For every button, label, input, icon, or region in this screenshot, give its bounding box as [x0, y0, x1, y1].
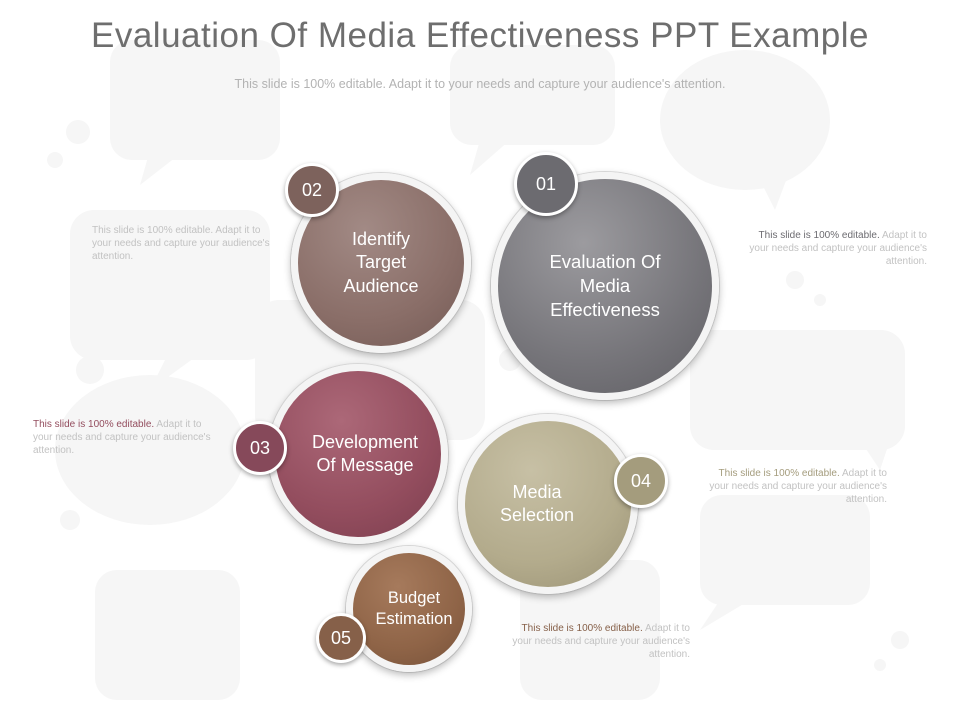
note-text: This slide is 100% editable. Adapt it to…: [742, 229, 927, 268]
note-highlight: This slide is 100% editable.: [521, 623, 643, 634]
note-body: Adapt it to your needs and capture your …: [749, 230, 927, 267]
step-number: 02: [301, 179, 323, 200]
step-number-badge: 01: [514, 152, 578, 216]
note-body: Adapt it to your needs and capture your …: [33, 419, 211, 456]
step-label: Identify Target Audience: [343, 228, 419, 296]
step-label: Budget Estimation: [375, 588, 453, 628]
note-body: Adapt it to your needs and capture your …: [709, 468, 887, 505]
step-number-badge: 05: [316, 613, 366, 663]
step-label: Media Selection: [499, 481, 575, 525]
step-label: Evaluation Of Media Effectiveness: [549, 250, 661, 321]
note-highlight: This slide is 100% editable.: [33, 419, 155, 430]
step-number-badge: 02: [285, 163, 339, 217]
note-text: This slide is 100% editable. Adapt it to…: [92, 224, 277, 263]
step-label: Development Of Message: [311, 431, 419, 475]
step-number-badge: 03: [233, 421, 287, 475]
note-body: Adapt it to your needs and capture your …: [512, 623, 690, 660]
note-highlight: This slide is 100% editable.: [718, 468, 840, 479]
step-number: 04: [630, 470, 652, 491]
step-circle-development: Development Of Message: [268, 364, 448, 544]
page-title: Evaluation Of Media Effectiveness PPT Ex…: [91, 16, 869, 55]
step-circle-budget: Budget Estimation: [346, 546, 472, 672]
step-number: 03: [249, 437, 271, 458]
note-text: This slide is 100% editable. Adapt it to…: [33, 418, 218, 457]
note-highlight: This slide is 100% editable.: [758, 230, 880, 241]
page-subtitle: This slide is 100% editable. Adapt it to…: [234, 77, 726, 91]
step-number: 05: [330, 627, 352, 648]
note-text: This slide is 100% editable. Adapt it to…: [505, 622, 690, 661]
note-highlight: This slide is 100% editable.: [92, 225, 214, 236]
note-text: This slide is 100% editable. Adapt it to…: [702, 467, 887, 506]
note-body: Adapt it to your needs and capture your …: [92, 225, 270, 262]
step-circle-media-selection: Media Selection: [458, 414, 638, 594]
step-number-badge: 04: [614, 454, 668, 508]
step-number: 01: [535, 173, 557, 194]
